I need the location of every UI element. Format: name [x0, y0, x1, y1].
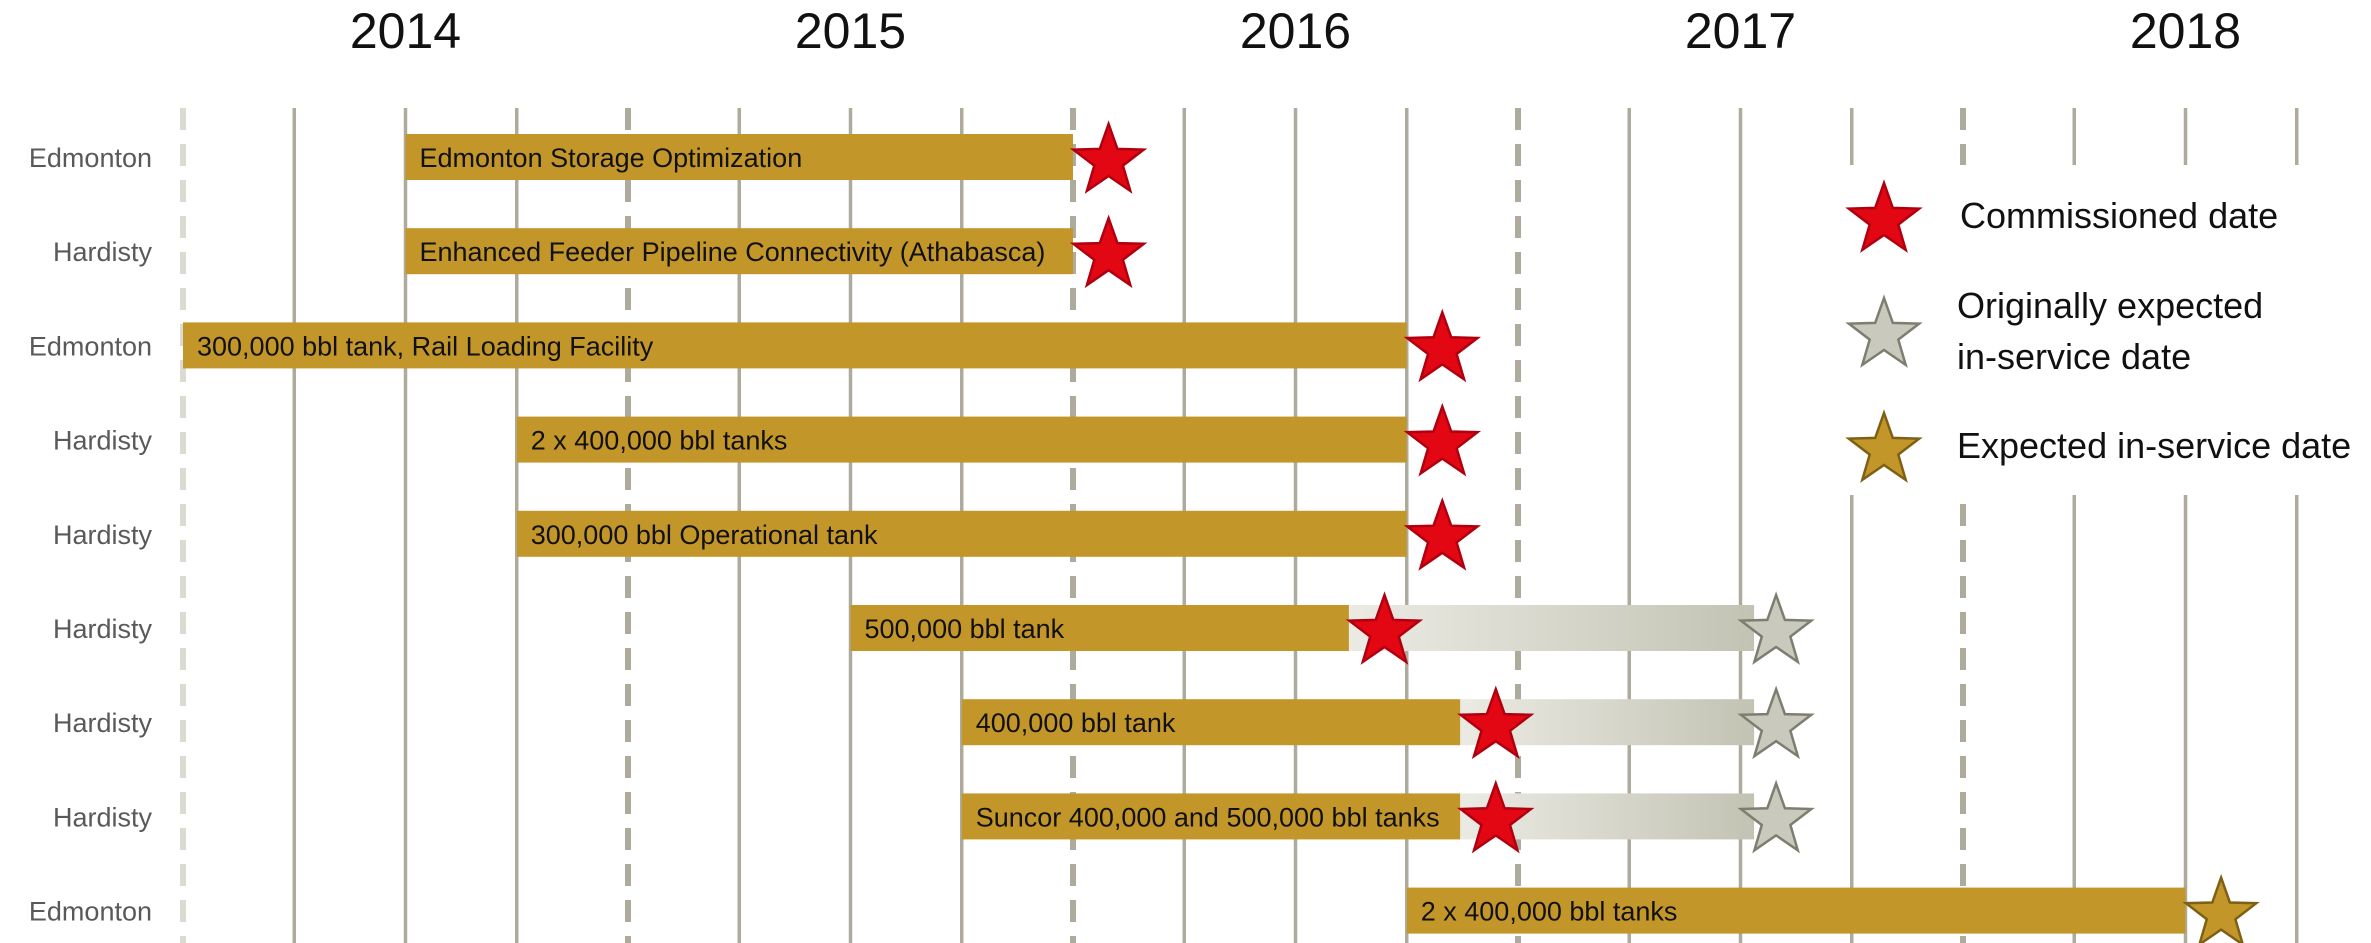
star-originally-expected-icon: [1737, 591, 1815, 665]
project-label: 400,000 bbl tank: [976, 708, 1176, 738]
delay-gradient-bar: [1348, 605, 1755, 651]
legend-star-commissioned-icon: [1845, 179, 1923, 253]
project-bar: [516, 510, 1407, 557]
row-labels: Edmonton Hardisty Edmonton Hardisty Hardisty…: [29, 143, 153, 927]
project-bar: [516, 416, 1407, 463]
row-location-label: Hardisty: [53, 237, 153, 267]
star-commissioned-icon: [1345, 591, 1424, 665]
project-bar: [405, 228, 1073, 275]
project-label: Edmonton Storage Optimization: [420, 143, 803, 173]
project-label: 2 x 400,000 bbl tanks: [531, 426, 788, 456]
star-commissioned-icon: [1069, 214, 1148, 289]
row-location-label: Hardisty: [53, 426, 153, 456]
row-location-label: Hardisty: [53, 802, 153, 832]
project-bar: [961, 699, 1461, 746]
star-originally-expected-icon: [1737, 779, 1815, 854]
project-label: Suncor 400,000 and 500,000 bbl tanks: [976, 802, 1440, 832]
row-location-label: Edmonton: [29, 143, 152, 173]
row-location-label: Hardisty: [53, 614, 153, 644]
star-originally-expected-icon: [1737, 685, 1815, 760]
star-commissioned-icon: [1457, 779, 1535, 854]
row-location-label: Edmonton: [29, 897, 152, 927]
project-bar: [850, 605, 1349, 651]
star-expected-icon: [2182, 873, 2260, 943]
project-bars: Edmonton Storage Optimization Enhanced Fe…: [183, 134, 2186, 934]
project-bar: [1406, 887, 2186, 934]
year-tick-label: 2017: [1685, 3, 1796, 59]
project-bar: [961, 793, 1461, 840]
legend-label: Expected in-service date: [1957, 425, 2351, 466]
year-tick-label: 2014: [350, 3, 461, 59]
star-commissioned-icon: [1403, 497, 1482, 571]
milestone-stars: [1069, 120, 2260, 943]
legend-label: Commissioned date: [1960, 195, 2278, 236]
project-bar: [183, 322, 1407, 369]
legend-label: Originally expected: [1957, 285, 2263, 326]
project-label: Enhanced Feeder Pipeline Connectivity (A…: [420, 237, 1046, 267]
legend-star-expected-icon: [1845, 409, 1923, 483]
project-label: 500,000 bbl tank: [865, 614, 1065, 644]
legend-background: [1836, 165, 2371, 495]
row-location-label: Edmonton: [29, 331, 152, 361]
legend-star-originally-expected-icon: [1845, 294, 1923, 368]
row-location-label: Hardisty: [53, 708, 153, 738]
project-label: 300,000 bbl tank, Rail Loading Facility: [197, 331, 654, 361]
star-commissioned-icon: [1457, 685, 1535, 760]
legend: Commissioned date Originally expected in-s…: [1836, 165, 2371, 495]
year-tick-labels: 2014 2015 2016 2017 2018: [350, 3, 2241, 59]
star-commissioned-icon: [1403, 402, 1482, 477]
year-tick-label: 2018: [2130, 3, 2241, 59]
year-tick-label: 2016: [1240, 3, 1351, 59]
row-location-label: Hardisty: [53, 520, 153, 550]
project-bar: [405, 134, 1073, 180]
project-label: 2 x 400,000 bbl tanks: [1421, 897, 1678, 927]
year-tick-label: 2015: [795, 3, 906, 59]
star-commissioned-icon: [1069, 120, 1148, 194]
project-label: 300,000 bbl Operational tank: [531, 520, 878, 550]
legend-label: in-service date: [1957, 336, 2191, 377]
star-commissioned-icon: [1403, 308, 1482, 383]
